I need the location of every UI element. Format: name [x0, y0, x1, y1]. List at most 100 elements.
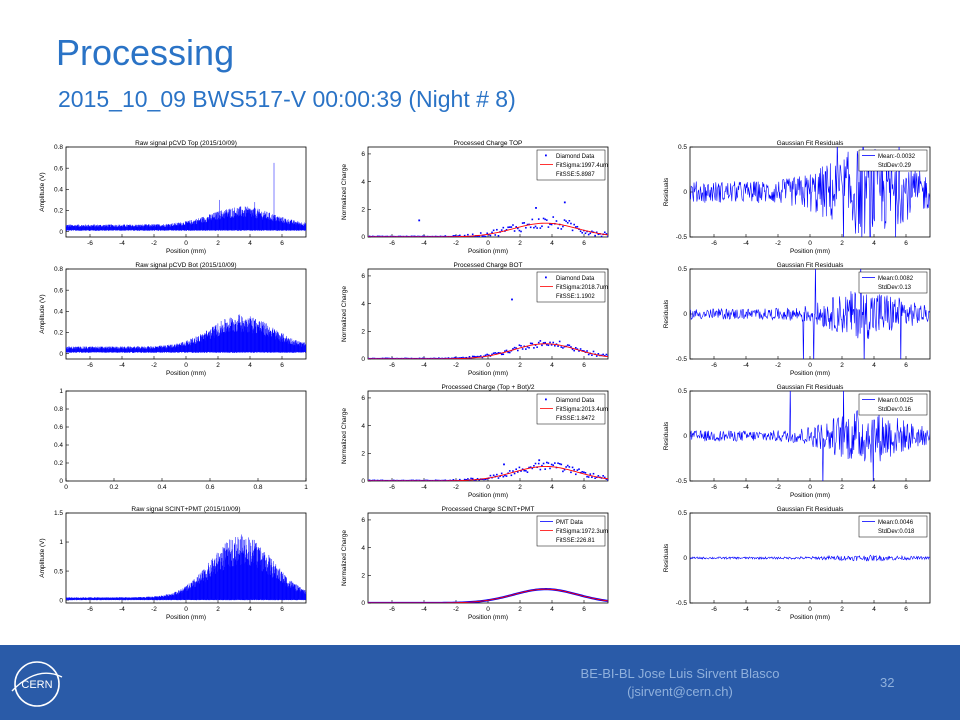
data-point: [442, 235, 445, 237]
x-tick-label: 2: [216, 606, 220, 613]
data-point: [488, 233, 490, 236]
data-point: [449, 479, 451, 481]
data-point: [583, 350, 585, 352]
y-tick-label: 0: [361, 356, 365, 363]
y-tick-label: 0.6: [54, 165, 63, 172]
chart-title: Gaussian Fit Residuals: [777, 140, 845, 147]
data-point: [372, 357, 374, 359]
x-tick-label: -6: [389, 606, 395, 613]
x-tick-label: -6: [389, 484, 395, 491]
data-point: [439, 235, 442, 237]
data-point: [603, 354, 606, 357]
data-point: [538, 459, 541, 462]
data-point: [383, 357, 385, 359]
x-tick-label: 2: [518, 240, 522, 247]
data-point: [444, 479, 447, 481]
data-point: [483, 478, 485, 481]
data-point: [512, 470, 514, 472]
data-point: [465, 479, 468, 481]
y-tick-label: 0: [361, 478, 365, 485]
data-point: [497, 477, 500, 479]
data-point: [409, 235, 411, 237]
x-tick-label: -4: [743, 240, 749, 247]
x-tick-label: 6: [904, 362, 908, 369]
data-point: [589, 473, 592, 475]
data-point: [421, 235, 424, 237]
data-point: [479, 232, 482, 234]
x-tick-label: 2: [840, 240, 844, 247]
y-tick-label: 1.5: [54, 510, 63, 517]
data-point: [386, 357, 389, 359]
data-point: [459, 478, 461, 481]
data-point: [602, 475, 604, 477]
y-axis-label: Normalized Charge: [341, 530, 348, 586]
data-point: [508, 351, 511, 354]
data-point: [405, 235, 408, 237]
data-point: [516, 227, 519, 230]
data-point: [384, 357, 387, 359]
data-point: [383, 479, 385, 481]
data-point: [557, 345, 559, 347]
data-point: [399, 357, 402, 359]
data-point: [570, 222, 572, 225]
legend-entry: Diamond Data: [556, 276, 595, 282]
y-tick-label: 0.2: [54, 330, 63, 337]
data-point: [473, 355, 476, 358]
x-tick-label: -6: [711, 484, 717, 491]
data-point: [397, 235, 400, 237]
data-point: [555, 220, 558, 222]
y-tick-label: 0.5: [678, 144, 687, 151]
data-point: [418, 235, 421, 237]
data-point: [570, 471, 572, 474]
data-point: [607, 355, 608, 357]
data-point: [562, 225, 564, 228]
data-point: [549, 223, 551, 226]
x-tick-label: 2: [216, 362, 220, 369]
data-point: [526, 346, 529, 348]
x-tick-label: 2: [518, 362, 522, 369]
data-point: [523, 469, 526, 472]
cern-logo-text: CERN: [21, 679, 52, 691]
data-point: [438, 357, 440, 359]
footer-author-name: BE-BI-BL Jose Luis Sirvent Blasco: [580, 666, 780, 681]
data-point: [550, 223, 553, 226]
data-point: [476, 235, 479, 237]
x-axis-label: Position (mm): [468, 248, 508, 255]
legend-box: [536, 149, 606, 181]
data-point: [579, 348, 582, 350]
legend-entry: Diamond Data: [556, 398, 595, 404]
y-tick-label: 6: [361, 151, 365, 158]
data-point: [441, 357, 443, 359]
chart-5: Processed Charge BOT Position (mm) Normali…: [341, 262, 609, 377]
data-point: [431, 235, 434, 237]
data-point: [392, 235, 395, 237]
data-point: [420, 479, 422, 481]
x-tick-label: 0: [486, 484, 490, 491]
data-point: [545, 461, 548, 464]
chart-3: Gaussian Fit Residuals Position (mm) Resid…: [663, 140, 931, 255]
data-point: [566, 464, 569, 467]
chart-11: Processed Charge SCINT+PMT Position (mm) N…: [341, 506, 609, 621]
data-point: [531, 218, 534, 221]
y-tick-label: 2: [361, 451, 365, 458]
data-point: [468, 356, 471, 358]
data-point: [460, 357, 463, 359]
data-point: [425, 479, 427, 481]
x-tick-label: 0: [64, 484, 68, 491]
data-point: [475, 356, 477, 358]
data-point: [520, 470, 522, 472]
data-point: [391, 479, 393, 481]
data-point: [536, 227, 538, 229]
data-point: [368, 479, 371, 481]
data-point: [513, 230, 516, 232]
x-tick-label: -2: [775, 484, 781, 491]
data-point: [587, 233, 590, 236]
data-point: [494, 352, 497, 354]
data-point: [444, 235, 447, 237]
data-point: [421, 357, 424, 359]
data-point: [450, 357, 453, 359]
data-point: [533, 464, 535, 467]
data-point: [381, 479, 384, 481]
data-point: [386, 479, 389, 481]
x-tick-label: 4: [872, 606, 876, 613]
